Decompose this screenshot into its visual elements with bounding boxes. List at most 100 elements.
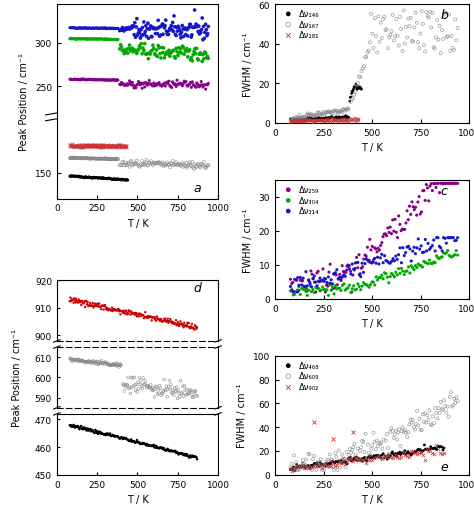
Point [302,288,310,296]
Point [356,73,363,81]
Point [320,109,328,117]
Point [335,117,343,125]
Point [363,256,370,264]
Point [375,261,383,269]
Point [199,15,206,23]
Point [319,117,326,125]
Point [69,76,76,84]
Point [325,269,333,277]
Point [366,451,374,459]
Point [95,156,103,164]
Point [80,174,87,182]
Point [141,309,149,317]
Point [447,388,455,396]
Point [109,36,116,44]
Point [182,26,190,34]
Point [335,275,342,283]
Point [321,117,328,125]
Point [92,156,100,164]
Point [190,324,197,332]
Point [113,142,120,150]
Point [400,428,408,436]
Point [108,156,115,164]
Point [91,359,99,367]
Point [185,48,192,56]
Point [150,45,157,54]
Point [124,374,132,382]
Point [180,80,187,88]
Point [116,361,124,369]
Point [155,17,162,25]
Point [324,115,332,123]
Point [104,77,112,85]
Point [421,48,429,57]
Point [330,112,338,120]
Point [124,436,131,444]
Point [68,154,76,162]
Point [347,98,355,107]
Point [410,204,417,212]
Point [417,211,424,219]
Point [318,117,325,125]
Point [112,156,119,164]
Point [371,454,379,462]
Point [73,357,80,365]
Point [408,262,415,270]
Point [90,25,98,33]
Point [121,387,128,395]
Point [312,115,320,123]
Point [402,249,410,257]
Point [111,175,119,183]
Point [77,25,84,33]
Point [185,81,192,89]
Point [307,267,315,275]
Point [89,36,97,44]
Point [351,286,359,294]
Point [344,456,351,464]
Point [304,465,312,473]
Point [200,23,207,31]
Point [454,397,461,406]
Point [289,117,296,125]
Point [96,36,103,44]
Point [137,440,145,448]
Point [303,292,311,300]
Point [301,117,308,125]
Point [405,264,412,272]
Point [156,82,164,90]
Point [107,431,115,439]
Point [328,458,336,466]
Point [84,358,92,366]
Point [378,456,386,464]
Point [327,110,334,118]
Point [306,282,314,290]
Point [434,234,442,242]
Point [356,84,364,92]
Point [136,310,143,318]
Point [303,116,310,124]
Point [340,113,348,121]
Point [339,117,347,125]
Point [124,436,132,444]
Point [164,393,171,401]
Point [430,236,438,244]
Point [355,251,363,259]
Point [378,239,386,247]
Point [347,94,355,102]
Point [114,176,122,184]
Point [316,274,324,282]
Point [88,36,95,44]
Point [290,288,297,296]
Point [344,262,352,270]
Point [405,453,413,462]
Point [342,117,349,125]
Point [290,291,297,299]
Point [300,462,308,470]
Point [361,456,368,464]
Point [172,31,179,39]
Point [81,174,89,182]
Point [374,245,382,253]
Point [95,36,103,44]
Point [155,317,163,325]
Point [184,389,192,397]
